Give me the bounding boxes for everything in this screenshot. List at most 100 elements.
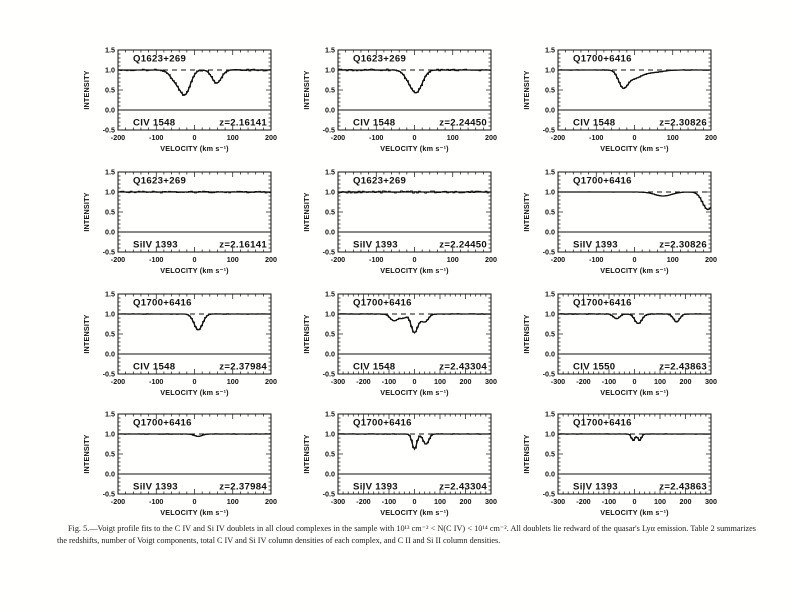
y-tick-label: -0.5 <box>323 126 335 135</box>
redshift-label: z=2.16141 <box>219 240 267 251</box>
spectrum-panel-5: -200 -100 0 100 200 1.5 1.0 0.5 0.0 -0.5 VELOCITY … <box>302 168 497 275</box>
voigt-fit-curve <box>558 313 711 325</box>
y-tick-label: -0.5 <box>103 490 115 499</box>
spectrum-histogram <box>118 313 271 331</box>
y-tick-label: 0.5 <box>105 450 115 459</box>
x-tick-label: 0 <box>413 255 417 264</box>
y-tick-label: -0.5 <box>323 370 335 379</box>
x-tick-label: 0 <box>633 133 637 142</box>
x-tick-label: 100 <box>654 497 666 506</box>
y-axis-title: INTENSITY <box>82 434 91 473</box>
x-tick-label: 300 <box>705 377 717 386</box>
x-tick-label: -200 <box>356 377 370 386</box>
y-tick-label: 0.5 <box>325 208 335 217</box>
y-tick-label: 1.5 <box>325 290 335 299</box>
x-tick-label: -200 <box>356 497 370 506</box>
y-axis-title: INTENSITY <box>302 314 311 353</box>
x-axis-title: VELOCITY (km s⁻¹) <box>380 144 449 153</box>
redshift-label: z=2.37984 <box>219 362 267 373</box>
y-tick-label: 1.0 <box>325 66 335 75</box>
x-tick-label: 0 <box>193 497 197 506</box>
x-axis-title: VELOCITY (km s⁻¹) <box>600 266 669 275</box>
qso-label: Q1623+269 <box>133 176 186 187</box>
y-tick-label: 1.5 <box>545 168 555 177</box>
x-tick-label: 100 <box>447 255 459 264</box>
x-tick-label: -200 <box>331 255 345 264</box>
spectrum-panel-3: -200 -100 0 100 200 1.5 1.0 0.5 0.0 -0.5 VELOCITY … <box>522 46 717 153</box>
spectrum-panel-2: -200 -100 0 100 200 1.5 1.0 0.5 0.0 -0.5 VELOCITY … <box>302 46 497 153</box>
spectrum-histogram <box>338 433 491 449</box>
x-axis-title: VELOCITY (km s⁻¹) <box>160 144 229 153</box>
y-tick-label: 0.5 <box>325 86 335 95</box>
redshift-label: z=2.43304 <box>439 482 487 493</box>
x-tick-label: 300 <box>485 497 497 506</box>
x-tick-label: -100 <box>589 255 603 264</box>
x-tick-label: 200 <box>680 497 692 506</box>
y-tick-label: 1.0 <box>325 310 335 319</box>
x-tick-label: 0 <box>633 255 637 264</box>
qso-label: Q1700+6416 <box>573 54 632 65</box>
voigt-fit-curve <box>558 69 711 90</box>
voigt-fit-curve <box>558 433 711 442</box>
x-tick-label: 100 <box>227 497 239 506</box>
x-tick-label: -100 <box>589 133 603 142</box>
x-tick-label: -200 <box>576 497 590 506</box>
transition-label: CIV 1548 <box>133 118 176 129</box>
x-tick-label: 0 <box>193 133 197 142</box>
y-axis-title: INTENSITY <box>82 70 91 109</box>
voigt-fit-curve <box>118 69 271 96</box>
y-axis-title: INTENSITY <box>522 434 531 473</box>
transition-label: SiIV 1393 <box>353 240 398 251</box>
spectrum-panel-7: -200 -100 0 100 200 1.5 1.0 0.5 0.0 -0.5 VELOCITY … <box>82 290 277 397</box>
y-tick-label: 0.5 <box>545 330 555 339</box>
y-tick-label: 1.5 <box>325 410 335 419</box>
y-tick-label: -0.5 <box>103 126 115 135</box>
x-tick-label: 200 <box>460 497 472 506</box>
redshift-label: z=2.37984 <box>219 482 267 493</box>
redshift-label: z=2.30826 <box>659 118 707 129</box>
y-tick-label: 1.5 <box>545 46 555 55</box>
y-tick-label: 1.5 <box>105 290 115 299</box>
transition-label: SiIV 1393 <box>573 240 618 251</box>
qso-label: Q1700+6416 <box>133 418 192 429</box>
transition-label: SiIV 1393 <box>133 482 178 493</box>
x-tick-label: -100 <box>149 377 163 386</box>
y-tick-label: 1.5 <box>105 410 115 419</box>
y-tick-label: 0.5 <box>325 330 335 339</box>
y-tick-label: 1.0 <box>105 430 115 439</box>
y-axis-title: INTENSITY <box>302 192 311 231</box>
redshift-label: z=2.43863 <box>659 362 707 373</box>
y-tick-label: 0.5 <box>325 450 335 459</box>
y-tick-label: 0.5 <box>105 208 115 217</box>
qso-label: Q1700+6416 <box>353 418 412 429</box>
y-tick-label: 1.5 <box>325 168 335 177</box>
x-tick-label: -300 <box>331 377 345 386</box>
y-tick-label: -0.5 <box>543 370 555 379</box>
y-tick-label: 1.5 <box>325 46 335 55</box>
y-tick-label: 1.0 <box>545 310 555 319</box>
x-tick-label: 200 <box>680 377 692 386</box>
y-tick-label: 1.0 <box>105 310 115 319</box>
x-tick-label: -100 <box>602 377 616 386</box>
transition-label: CIV 1548 <box>353 362 396 373</box>
spectrum-histogram <box>558 191 711 210</box>
y-tick-label: 1.0 <box>105 188 115 197</box>
qso-label: Q1623+269 <box>353 176 406 187</box>
x-tick-label: -100 <box>382 497 396 506</box>
y-tick-label: 0.5 <box>105 86 115 95</box>
spectrum-histogram <box>118 68 271 96</box>
x-tick-label: 100 <box>434 497 446 506</box>
x-axis-title: VELOCITY (km s⁻¹) <box>160 388 229 397</box>
transition-label: SiIV 1393 <box>573 482 618 493</box>
transition-label: CIV 1548 <box>573 118 616 129</box>
y-axis-title: INTENSITY <box>82 314 91 353</box>
redshift-label: z=2.30826 <box>659 240 707 251</box>
y-tick-label: 1.5 <box>105 46 115 55</box>
y-tick-label: -0.5 <box>103 370 115 379</box>
spectrum-panel-12: -300 -200 -100 0 100 200 300 1.5 1.0 0.5 0.0 -0.5 VE… <box>522 410 717 517</box>
x-tick-label: 100 <box>447 133 459 142</box>
y-tick-label: 1.0 <box>545 188 555 197</box>
voigt-fit-curve <box>558 191 712 211</box>
x-tick-label: 100 <box>667 255 679 264</box>
